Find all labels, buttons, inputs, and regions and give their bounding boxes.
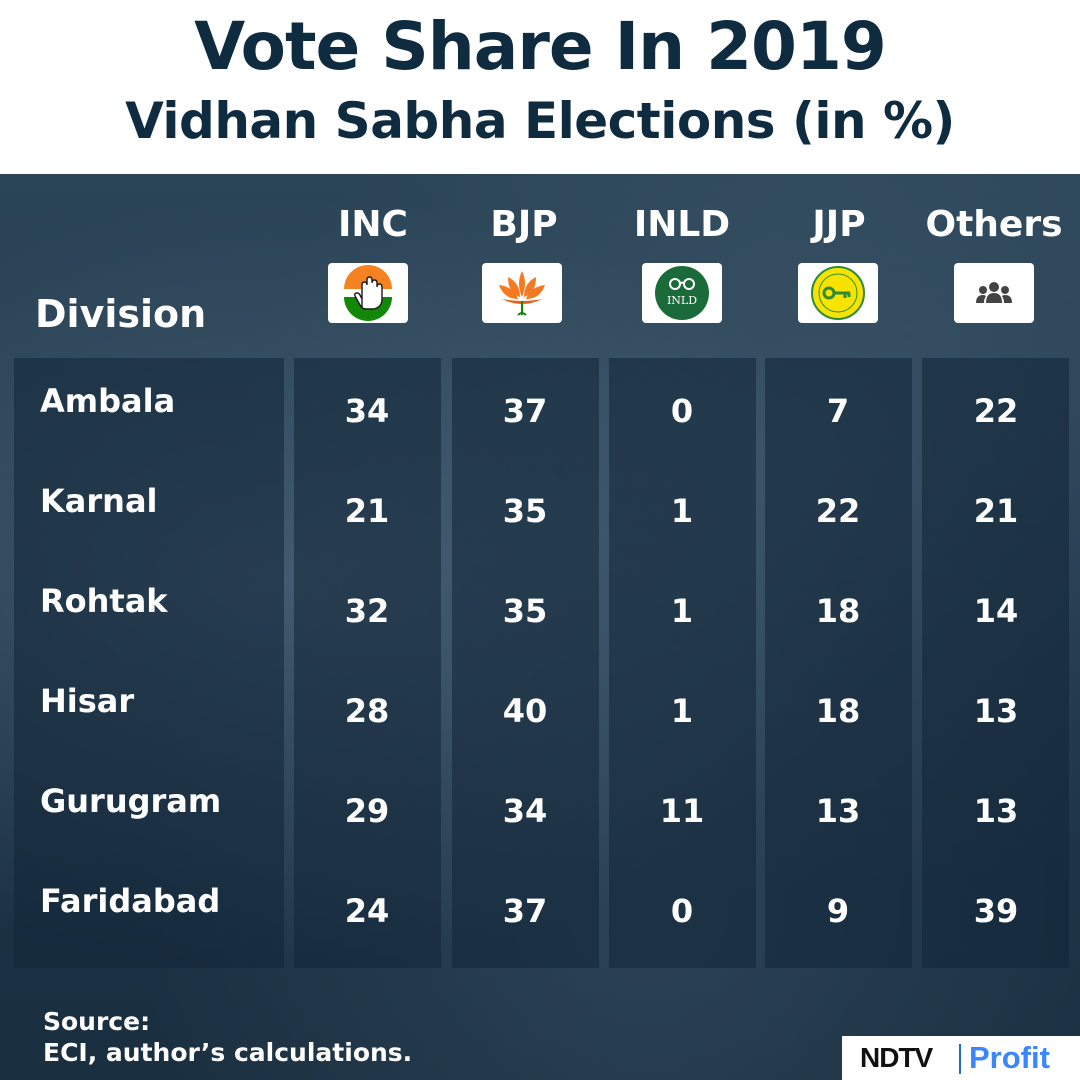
division-header: Division <box>35 292 207 336</box>
value-cell: 35 <box>502 492 548 530</box>
inc-hand-logo-icon <box>328 263 408 323</box>
column-header-inld: INLD <box>633 204 731 245</box>
inc-column-strip <box>294 358 441 968</box>
column-header-others: Others <box>925 204 1063 245</box>
value-cell: 40 <box>502 692 548 730</box>
value-cell: 35 <box>502 592 548 630</box>
value-cell: 39 <box>973 892 1019 930</box>
value-cell: 13 <box>973 692 1019 730</box>
value-cell: 37 <box>502 892 548 930</box>
value-cell: 0 <box>670 892 694 930</box>
value-cell: 1 <box>670 592 694 630</box>
value-cell: 22 <box>973 392 1019 430</box>
value-cell: 21 <box>973 492 1019 530</box>
ndtv-wordmark: NDTV <box>860 1042 933 1073</box>
column-header-inc: INC <box>338 204 408 245</box>
profit-wordmark: Profit <box>969 1040 1050 1075</box>
value-cell: 34 <box>502 792 548 830</box>
source-note: Source: ECI, author’s calculations. <box>43 1006 412 1068</box>
value-cell: 9 <box>826 892 850 930</box>
row-label-rohtak: Rohtak <box>40 582 168 620</box>
inld-column-strip <box>609 358 756 968</box>
value-cell: 22 <box>815 492 861 530</box>
column-header-jjp: JJP <box>812 204 866 245</box>
value-cell: 29 <box>344 792 390 830</box>
value-cell: 28 <box>344 692 390 730</box>
bjp-lotus-logo-icon <box>482 263 562 323</box>
value-cell: 21 <box>344 492 390 530</box>
row-label-gurugram: Gurugram <box>40 782 222 820</box>
inld-logo-text: INLD <box>667 294 697 307</box>
value-cell: 18 <box>815 692 861 730</box>
value-cell: 24 <box>344 892 390 930</box>
value-cell: 7 <box>826 392 850 430</box>
bjp-column-strip <box>452 358 599 968</box>
division-column-strip <box>14 358 284 968</box>
value-cell: 13 <box>973 792 1019 830</box>
others-column-strip <box>922 358 1069 968</box>
row-label-faridabad: Faridabad <box>40 882 221 920</box>
column-header-bjp: BJP <box>490 204 558 245</box>
chart-title: Vote Share In 2019 <box>194 8 887 85</box>
value-cell: 11 <box>659 792 705 830</box>
value-cell: 34 <box>344 392 390 430</box>
ndtv-profit-logo: NDTV Profit <box>842 1036 1080 1080</box>
value-cell: 32 <box>344 592 390 630</box>
row-label-hisar: Hisar <box>40 682 135 720</box>
jjp-key-logo-icon <box>798 263 878 323</box>
source-label: Source: <box>43 1007 151 1036</box>
value-cell: 1 <box>670 492 694 530</box>
value-cell: 14 <box>973 592 1019 630</box>
brand-separator <box>959 1044 961 1074</box>
table-panel: Division INC BJP INLD JJP Others <box>0 174 1080 1080</box>
row-label-karnal: Karnal <box>40 482 158 520</box>
chart-subtitle: Vidhan Sabha Elections (in %) <box>125 92 955 150</box>
jjp-column-strip <box>765 358 912 968</box>
group-people-icon <box>954 263 1034 323</box>
value-cell: 1 <box>670 692 694 730</box>
value-cell: 0 <box>670 392 694 430</box>
inld-spectacles-logo-icon: INLD <box>642 263 722 323</box>
value-cell: 13 <box>815 792 861 830</box>
source-text: ECI, author’s calculations. <box>43 1038 413 1067</box>
row-label-ambala: Ambala <box>40 382 176 420</box>
value-cell: 18 <box>815 592 861 630</box>
header: Vote Share In 2019 Vidhan Sabha Election… <box>0 0 1080 174</box>
value-cell: 37 <box>502 392 548 430</box>
